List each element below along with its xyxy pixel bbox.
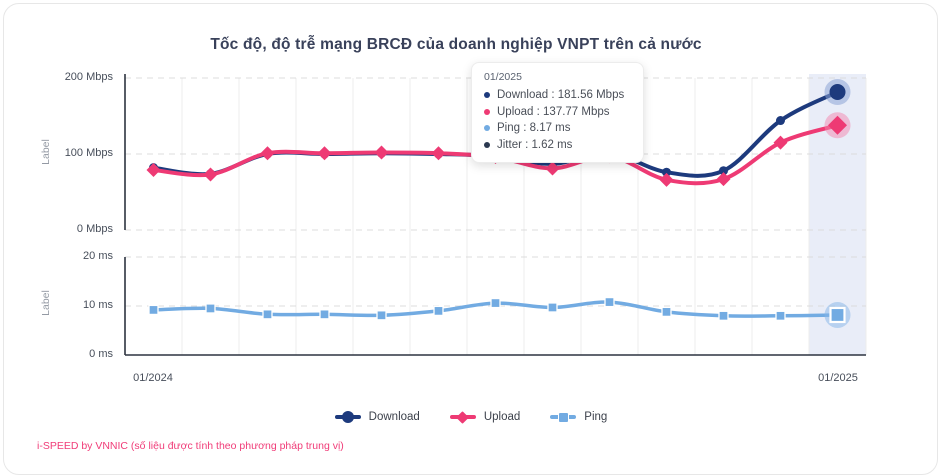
legend-label-upload: Upload <box>483 410 521 423</box>
tooltip-title: 01/2025 <box>484 71 522 83</box>
tooltip-item-upload-text: Upload : 137.77 Mbps <box>497 105 610 118</box>
chart-card <box>3 3 938 475</box>
tooltip-item-ping: Ping : 8.17 ms <box>484 120 631 137</box>
download-legend-icon <box>334 409 361 424</box>
download-bullet-icon <box>484 92 490 99</box>
speed-axis-tick-200: 200 Mbps <box>64 71 113 83</box>
jitter-bullet-icon <box>484 141 490 148</box>
latency-axis-title: Label <box>40 290 52 316</box>
speed-axis-tick-0: 0 Mbps <box>76 223 113 235</box>
legend-item-download[interactable]: Download <box>334 409 420 424</box>
legend-label-download: Download <box>368 410 420 423</box>
latency-axis-tick-20: 20 ms <box>83 250 113 262</box>
legend: Download Upload Ping <box>0 409 942 424</box>
x-axis-tick-start: 01/2024 <box>133 372 173 384</box>
speed-axis-title: Label <box>40 139 52 165</box>
speed-axis-tick-100: 100 Mbps <box>64 147 113 159</box>
latency-axis-tick-10: 10 ms <box>83 299 113 311</box>
tooltip-item-ping-text: Ping : 8.17 ms <box>497 122 571 134</box>
chart-tooltip: 01/2025 Download : 181.56 Mbps Upload : … <box>471 62 644 163</box>
legend-item-ping[interactable]: Ping <box>550 409 607 424</box>
tooltip-item-upload: Upload : 137.77 Mbps <box>484 104 631 121</box>
ping-bullet-icon <box>484 125 490 132</box>
legend-item-upload[interactable]: Upload <box>449 409 521 424</box>
tooltip-item-download: Download : 181.56 Mbps <box>484 87 631 104</box>
tooltip-item-jitter: Jitter : 1.62 ms <box>484 137 631 154</box>
chart-title: Tốc độ, độ trễ mạng BRCĐ của doanh nghiệ… <box>210 36 702 53</box>
footer-credit: i-SPEED by VNNIC (số liệu được tính theo… <box>37 440 344 452</box>
tooltip-item-jitter-text: Jitter : 1.62 ms <box>497 138 573 151</box>
legend-label-ping: Ping <box>584 410 608 423</box>
ping-legend-icon <box>550 409 577 424</box>
latency-axis-tick-0: 0 ms <box>89 348 113 360</box>
tooltip-item-download-text: Download : 181.56 Mbps <box>497 89 625 101</box>
upload-bullet-icon <box>484 108 490 115</box>
x-axis-tick-end: 01/2025 <box>818 372 858 384</box>
upload-legend-icon <box>449 409 476 424</box>
